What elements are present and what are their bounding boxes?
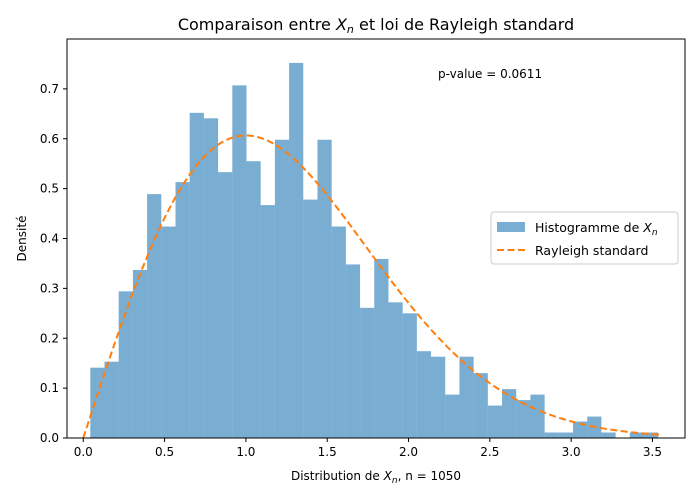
x-tick-label: 3.5 bbox=[643, 445, 662, 459]
legend-curve-label: Rayleigh standard bbox=[535, 243, 648, 258]
histogram-bar bbox=[487, 405, 503, 438]
y-tick-label: 0.5 bbox=[40, 182, 59, 196]
histogram-bar bbox=[431, 356, 446, 438]
histogram-bar bbox=[161, 226, 176, 438]
histogram-bar bbox=[530, 394, 545, 438]
histogram-bar bbox=[104, 361, 119, 438]
histogram-bar bbox=[459, 356, 474, 438]
histogram-bar bbox=[189, 112, 204, 438]
chart-title: Comparaison entre Xn et loi de Rayleigh … bbox=[178, 15, 574, 36]
x-tick-label: 2.5 bbox=[480, 445, 499, 459]
legend-histogram-label: Histogramme de Xn bbox=[535, 220, 658, 238]
p-value-annotation: p-value = 0.0611 bbox=[438, 67, 542, 81]
x-axis: 0.0 0.5 1.0 1.5 2.0 2.5 3.0 3.5 bbox=[74, 438, 662, 459]
histogram-bar bbox=[516, 400, 531, 438]
histogram-bar bbox=[246, 161, 261, 438]
histogram-bar bbox=[203, 118, 219, 439]
legend-histogram-swatch bbox=[497, 222, 525, 232]
histogram-bar bbox=[90, 367, 105, 438]
histogram-bar bbox=[629, 432, 645, 438]
histogram-bar bbox=[544, 432, 559, 438]
y-tick-label: 0.2 bbox=[40, 331, 59, 345]
x-tick-label: 3.0 bbox=[562, 445, 581, 459]
y-axis: 0.0 0.1 0.2 0.3 0.4 0.5 0.6 0.7 bbox=[40, 82, 67, 445]
x-tick-label: 1.5 bbox=[318, 445, 337, 459]
y-tick-label: 0.3 bbox=[40, 281, 59, 295]
x-tick-label: 0.5 bbox=[155, 445, 174, 459]
histogram-bar bbox=[118, 291, 133, 438]
histogram-bar bbox=[416, 351, 432, 438]
histogram-bar bbox=[274, 139, 290, 438]
histogram-bar bbox=[445, 394, 460, 438]
histogram-bar bbox=[573, 421, 588, 438]
histogram-bar bbox=[218, 172, 233, 438]
y-tick-label: 0.4 bbox=[40, 232, 59, 246]
rayleigh-curve bbox=[82, 134, 661, 439]
histogram-bar bbox=[289, 62, 304, 438]
histogram-bar bbox=[331, 226, 346, 438]
x-tick-label: 0.0 bbox=[74, 445, 93, 459]
histogram-bar bbox=[502, 389, 517, 438]
legend-box bbox=[490, 211, 679, 265]
y-axis-label: Densité bbox=[15, 216, 29, 262]
x-tick-label: 1.0 bbox=[236, 445, 255, 459]
histogram-bar bbox=[402, 313, 417, 438]
histogram-bar bbox=[303, 199, 318, 438]
histogram-bar bbox=[360, 307, 375, 438]
x-tick-label: 2.0 bbox=[399, 445, 418, 459]
histogram-bar bbox=[132, 269, 148, 438]
histogram-bar bbox=[345, 264, 361, 438]
histogram-bar bbox=[317, 139, 332, 438]
plot-area bbox=[82, 62, 661, 439]
histogram-bar bbox=[388, 302, 403, 438]
legend: Histogramme de Xn Rayleigh standard bbox=[490, 211, 679, 265]
histogram-bar bbox=[147, 194, 162, 438]
y-tick-label: 0.1 bbox=[40, 381, 59, 395]
x-axis-label: Distribution de Xn, n = 1050 bbox=[291, 469, 461, 486]
y-tick-label: 0.0 bbox=[40, 431, 59, 445]
y-tick-label: 0.6 bbox=[40, 132, 59, 146]
histogram-bar bbox=[558, 432, 574, 438]
histogram-bar bbox=[374, 258, 389, 438]
histogram-bar bbox=[601, 432, 616, 438]
histogram-bar bbox=[175, 182, 190, 438]
y-tick-label: 0.7 bbox=[40, 82, 59, 96]
histogram-bar bbox=[644, 432, 659, 438]
histogram-bar bbox=[473, 373, 488, 438]
histogram-bar bbox=[260, 205, 275, 438]
histogram-bars bbox=[90, 62, 659, 439]
histogram-bar bbox=[232, 85, 247, 438]
